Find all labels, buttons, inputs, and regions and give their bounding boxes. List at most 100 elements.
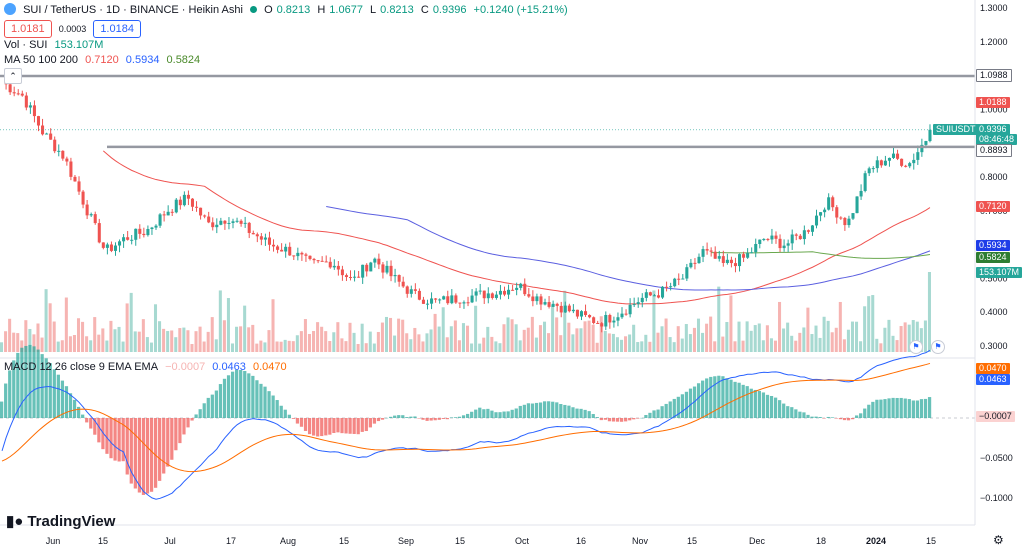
macd-histogram-bar — [389, 416, 393, 418]
candle-body — [819, 212, 823, 216]
macd-histogram-bar — [498, 412, 502, 418]
candle-body — [774, 235, 778, 239]
macd-histogram-bar — [794, 409, 798, 418]
tradingview-logo[interactable]: ▮● TradingView — [6, 512, 115, 531]
volume-bar — [393, 335, 397, 352]
macd-histogram-bar — [158, 418, 162, 481]
buy-button[interactable]: 1.0184 — [93, 20, 141, 38]
candle-body — [648, 292, 652, 296]
volume-bar — [263, 342, 267, 352]
volume-bar — [547, 333, 551, 352]
macd-histogram-bar — [352, 418, 356, 434]
volume-bar — [660, 326, 664, 352]
volume-bar — [153, 304, 158, 352]
macd-histogram-bar — [542, 401, 547, 418]
volume-bar — [538, 325, 542, 352]
volume-bar — [340, 338, 344, 352]
macd-histogram-bar — [486, 408, 490, 418]
volume-bar — [506, 317, 510, 352]
candle-body — [89, 214, 93, 216]
macd-histogram-bar — [547, 401, 551, 418]
volume-legend: Vol · SUI 153.107M — [4, 39, 107, 51]
candle-body — [863, 173, 867, 191]
volume-bar — [559, 335, 563, 352]
candle-body — [588, 315, 592, 318]
volume-bar — [372, 343, 376, 352]
candle-body — [324, 261, 328, 263]
volume-bar — [591, 324, 595, 352]
candle-body — [247, 222, 251, 233]
macd-histogram-bar — [340, 418, 344, 434]
macd-histogram-bar — [534, 402, 539, 418]
volume-bar — [52, 321, 56, 352]
macd-histogram-bar — [60, 380, 65, 418]
candle-body — [555, 303, 559, 306]
volume-bar — [810, 334, 814, 352]
volume-bar — [243, 305, 247, 352]
volume-bar — [567, 322, 571, 352]
candle-body — [462, 302, 466, 304]
candle-body — [616, 317, 620, 321]
candle-body — [77, 181, 81, 192]
macd-histogram-bar — [907, 399, 911, 418]
macd-histogram-bar — [717, 375, 721, 418]
macd-histogram-bar — [624, 418, 628, 422]
candle-body — [867, 168, 871, 174]
gear-icon[interactable]: ⚙ — [993, 533, 1004, 547]
macd-histogram-bar — [522, 404, 526, 418]
candle-body — [243, 222, 247, 224]
volume-bar — [741, 340, 745, 352]
macd-histogram-bar — [44, 358, 48, 418]
candle-body — [178, 199, 182, 206]
volume-bar — [534, 337, 538, 352]
chevron-up-icon: ⌃ — [9, 71, 17, 81]
candle-body — [835, 207, 839, 218]
volume-bar — [575, 328, 579, 352]
candle-body — [847, 218, 851, 226]
volume-bar — [834, 327, 838, 352]
volume-bar — [28, 328, 32, 352]
volume-bar — [753, 325, 757, 352]
volume-bar — [818, 337, 822, 352]
volume-bar — [599, 316, 603, 352]
macd-histogram-bar — [283, 409, 287, 418]
volume-bar — [376, 331, 380, 352]
macd-histogram-bar — [919, 399, 924, 418]
candle-body — [681, 278, 685, 280]
symbol-title[interactable]: SUI / TetherUS · 1D · BINANCE · Heikin A… — [23, 4, 243, 16]
sell-button[interactable]: 1.0181 — [4, 20, 52, 38]
macd-histogram-bar — [846, 418, 851, 421]
candle-body — [567, 305, 571, 312]
macd-histogram-bar — [12, 360, 16, 418]
candle-body — [539, 296, 543, 305]
volume-bar — [713, 341, 717, 352]
volume-bar — [162, 328, 166, 352]
macd-histogram-bar — [453, 417, 458, 418]
macd-histogram-bar — [701, 380, 705, 418]
macd-histogram-bar — [757, 390, 761, 418]
macd-histogram-bar — [85, 418, 89, 423]
candle-body — [904, 165, 908, 167]
ma-legend: MA 50 100 200 0.7120 0.5934 0.5824 — [4, 54, 204, 66]
candle-body — [328, 261, 332, 268]
macd-histogram-bar — [56, 374, 60, 418]
volume-bar — [696, 318, 701, 352]
candle-body — [288, 246, 292, 256]
candle-body — [348, 277, 353, 279]
candle-body — [547, 302, 551, 307]
ma50-line — [103, 150, 931, 305]
candle-body — [174, 199, 178, 213]
flag-icon-event-2[interactable]: ⚑ — [931, 340, 945, 354]
candle-body — [814, 215, 819, 226]
flag-icon-event-1[interactable]: ⚑ — [909, 340, 923, 354]
candle-body — [640, 297, 644, 303]
ma100-value: 0.5934 — [125, 54, 160, 66]
macd-histogram-bar — [279, 405, 283, 418]
candle-body — [211, 222, 215, 228]
horizontal-lines[interactable] — [0, 74, 975, 149]
volume-bar — [822, 316, 826, 352]
volume-bar — [466, 325, 470, 352]
collapse-legend-button[interactable]: ⌃ — [4, 68, 22, 84]
macd-histogram-bar — [8, 370, 12, 418]
